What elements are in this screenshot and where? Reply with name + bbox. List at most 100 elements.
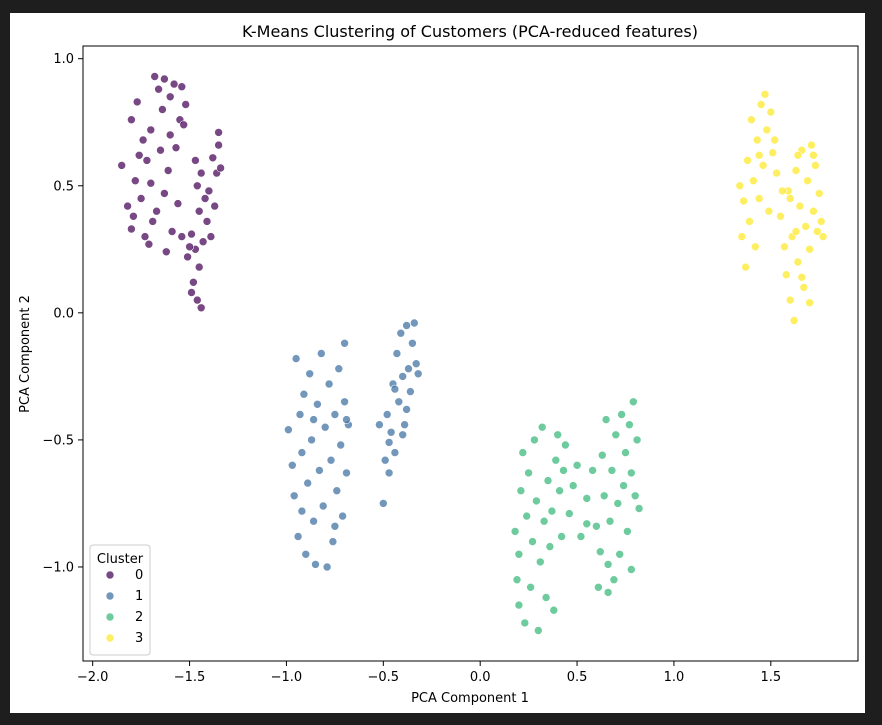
data-point	[530, 435, 539, 445]
legend-title: Cluster	[97, 552, 144, 567]
data-point	[117, 161, 126, 170]
data-point	[537, 422, 547, 432]
data-point	[342, 468, 351, 478]
legend-label: 2	[135, 610, 143, 625]
data-point	[791, 166, 801, 175]
data-point	[342, 415, 351, 424]
data-point	[739, 196, 749, 206]
data-point	[743, 156, 752, 165]
data-point	[818, 232, 828, 241]
figure-canvas: −2.0 −1.5 −1.0 −0.5 0.0 0.5 1.0 1.5 −1.0 −0.5 0.0…	[10, 13, 865, 713]
data-point	[553, 430, 563, 440]
series-cluster-1	[284, 318, 423, 572]
data-point	[216, 163, 225, 173]
scatter-chart: −2.0 −1.5 −1.0 −0.5 0.0 0.5 1.0 1.5 −1.0 −0.5 0.0…	[18, 22, 859, 706]
y-tick-label: 1.0	[53, 52, 74, 67]
data-point	[793, 151, 803, 160]
data-point	[805, 298, 814, 308]
data-point	[380, 455, 390, 465]
data-point	[754, 151, 764, 160]
x-tick-label: −1.0	[271, 670, 303, 685]
data-point	[619, 481, 628, 490]
x-axis-ticks: −2.0 −1.5 −1.0 −0.5 0.0 0.5 1.0 1.5	[77, 661, 781, 685]
data-point	[173, 199, 183, 208]
data-point	[594, 582, 603, 592]
data-point	[394, 397, 404, 407]
data-point	[572, 460, 582, 470]
data-point	[752, 135, 762, 145]
data-point	[200, 194, 210, 203]
data-point	[797, 272, 807, 282]
data-point	[791, 227, 801, 236]
data-point	[615, 549, 625, 559]
data-point	[592, 521, 601, 531]
data-point	[514, 600, 524, 610]
legend-marker	[105, 570, 115, 580]
data-point	[189, 277, 198, 287]
data-point	[801, 222, 811, 231]
data-point	[764, 206, 774, 216]
data-point	[384, 468, 394, 478]
series-cluster-2	[510, 397, 644, 635]
data-point	[183, 252, 192, 262]
data-point	[328, 537, 338, 546]
y-tick-label: −1.0	[42, 560, 74, 575]
data-point	[547, 506, 557, 516]
data-point	[549, 605, 559, 615]
data-point	[384, 438, 394, 447]
data-point	[336, 440, 346, 450]
data-point	[807, 140, 816, 150]
data-point	[214, 140, 223, 150]
legend-label: 0	[135, 568, 143, 583]
data-point	[518, 448, 528, 457]
data-point	[737, 232, 747, 241]
data-point	[187, 288, 196, 297]
data-point	[293, 532, 303, 541]
data-point	[136, 194, 146, 203]
data-point	[776, 212, 785, 221]
data-point	[386, 427, 396, 437]
data-point	[297, 448, 307, 457]
data-point	[601, 415, 611, 424]
data-point	[193, 295, 202, 305]
data-point	[330, 521, 340, 531]
data-point	[193, 181, 202, 191]
x-tick-label: 1.0	[664, 670, 685, 685]
data-point	[165, 130, 175, 140]
x-axis-label: PCA Component 1	[411, 691, 529, 706]
data-point	[514, 549, 524, 559]
data-point	[144, 239, 154, 249]
y-axis-ticks: −1.0 −0.5 0.0 0.5 1.0	[42, 52, 83, 575]
data-point	[378, 499, 388, 508]
data-point	[131, 176, 140, 185]
data-point	[411, 359, 421, 369]
data-point	[533, 626, 543, 635]
data-point	[123, 201, 132, 211]
data-point	[516, 486, 526, 496]
data-point	[520, 618, 530, 628]
data-point	[603, 560, 613, 569]
legend-label: 3	[135, 631, 143, 646]
data-point	[814, 189, 824, 198]
data-point	[793, 257, 803, 267]
data-point	[576, 532, 586, 541]
data-point	[390, 448, 400, 457]
data-point	[202, 217, 212, 226]
data-point	[555, 486, 564, 496]
data-point	[785, 194, 795, 203]
data-point	[210, 201, 219, 211]
data-point	[628, 397, 638, 407]
data-point	[150, 72, 159, 81]
data-point	[770, 135, 780, 145]
data-point	[142, 156, 152, 165]
data-point	[163, 166, 173, 175]
data-point	[758, 161, 768, 170]
series-cluster-3	[735, 90, 828, 325]
data-point	[626, 565, 636, 574]
x-tick-label: −1.5	[174, 670, 206, 685]
data-point	[208, 153, 218, 163]
data-point	[747, 115, 756, 124]
data-point	[626, 468, 636, 478]
data-point	[406, 387, 415, 396]
data-point	[196, 168, 206, 178]
